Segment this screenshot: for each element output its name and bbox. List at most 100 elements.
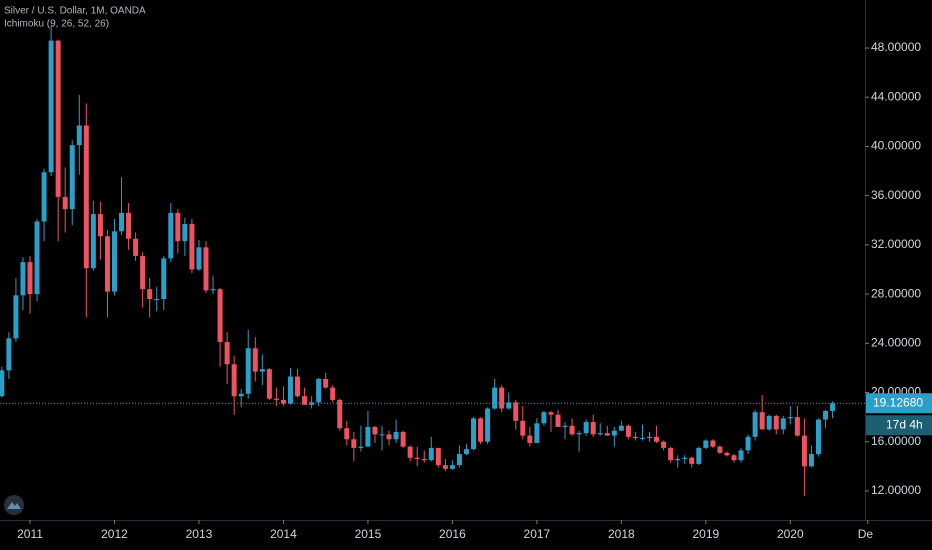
y-tick-label: 24.00000: [871, 335, 921, 349]
candle-body: [780, 418, 786, 430]
candle-body: [675, 458, 681, 461]
candle-body: [421, 458, 427, 461]
candle-body: [295, 376, 301, 397]
candle-body: [168, 212, 174, 259]
candle-body: [830, 403, 836, 411]
candle-body: [583, 422, 589, 434]
candle-body: [344, 428, 350, 440]
candle-body: [808, 454, 814, 467]
candle-body: [309, 402, 315, 405]
candle-body: [154, 299, 160, 301]
y-tick-label: 48.00000: [871, 40, 921, 54]
candle-body: [478, 418, 484, 442]
candle-body: [794, 417, 800, 436]
candle-body: [97, 214, 103, 237]
candle-body: [280, 399, 286, 404]
x-tick-label: 2016: [439, 527, 466, 541]
candle-body: [724, 452, 730, 456]
candle-body: [147, 289, 153, 300]
candle-body: [541, 412, 547, 424]
x-tick-label: 2014: [270, 527, 297, 541]
y-tick-label: 32.00000: [871, 237, 921, 251]
candle-body: [752, 412, 758, 437]
candle-body: [766, 415, 772, 430]
candle-body: [273, 398, 279, 400]
candle-body: [400, 431, 406, 447]
candle-body: [365, 426, 371, 447]
x-tick-label: 2011: [17, 527, 43, 541]
countdown-box: [866, 415, 932, 436]
candle-body: [689, 457, 695, 464]
candle-body: [520, 420, 526, 436]
candle-body: [661, 441, 667, 448]
candle-body: [189, 223, 195, 270]
candle-body: [27, 262, 33, 295]
candle-body: [639, 438, 645, 440]
candle-body: [252, 348, 258, 372]
candle-body: [104, 236, 110, 292]
y-tick-label: 16.00000: [871, 434, 921, 448]
logo[interactable]: [4, 495, 24, 515]
candle-body: [231, 364, 237, 397]
candle-body: [330, 387, 336, 400]
candle-body: [632, 436, 638, 439]
candle-body: [203, 247, 209, 291]
candle-body: [34, 221, 40, 295]
x-tick-label: 2013: [186, 527, 213, 541]
y-tick-label: 44.00000: [871, 89, 921, 103]
candle-body: [6, 338, 12, 371]
candle-body: [259, 369, 265, 372]
x-tick-label: 2019: [692, 527, 719, 541]
candle-body: [604, 433, 610, 436]
candle-body: [823, 410, 829, 420]
candle-body: [161, 258, 167, 300]
candle-body: [815, 419, 821, 455]
candle-body: [287, 376, 293, 404]
y-tick-label: 40.00000: [871, 139, 921, 153]
candle-body: [555, 414, 561, 427]
candle-body: [386, 434, 392, 440]
candle-body: [379, 434, 385, 436]
candle-body: [590, 422, 596, 435]
candle-body: [196, 247, 202, 270]
candle-body: [745, 436, 751, 451]
candle-body: [449, 465, 455, 469]
candle-body: [119, 212, 125, 232]
candle-body: [471, 418, 477, 450]
candle-body: [316, 378, 322, 403]
candle-body: [435, 447, 441, 466]
y-tick-label: 28.00000: [871, 286, 921, 300]
candle-body: [323, 378, 329, 388]
candle-body: [210, 289, 216, 291]
candle-body: [485, 408, 491, 442]
y-tick-label: 12.00000: [871, 483, 921, 497]
candle-body: [738, 450, 744, 461]
candle-body: [548, 412, 554, 415]
candle-body: [597, 433, 603, 435]
candle-body: [224, 342, 230, 365]
candle-body: [83, 125, 89, 269]
candle-body: [20, 262, 26, 296]
x-tick-label: 2017: [524, 527, 551, 541]
candle-body: [62, 196, 68, 210]
candle-body: [238, 393, 244, 397]
last-price-box: [866, 393, 932, 414]
candle-body: [351, 439, 357, 448]
y-tick-label: 36.00000: [871, 188, 921, 202]
x-tick-label: 2015: [355, 527, 382, 541]
candle-body: [527, 435, 533, 443]
candle-body: [69, 145, 75, 210]
candle-body: [0, 370, 5, 397]
candle-body: [111, 231, 117, 292]
candle-body: [787, 417, 793, 419]
candle-body: [76, 125, 82, 146]
candle-body: [48, 40, 54, 173]
candle-body: [492, 387, 498, 409]
candle-body: [654, 436, 660, 442]
candle-body: [182, 223, 188, 242]
candle-body: [647, 436, 653, 439]
candle-body: [428, 447, 434, 461]
candle-body: [717, 446, 723, 453]
candle-body: [13, 295, 19, 339]
